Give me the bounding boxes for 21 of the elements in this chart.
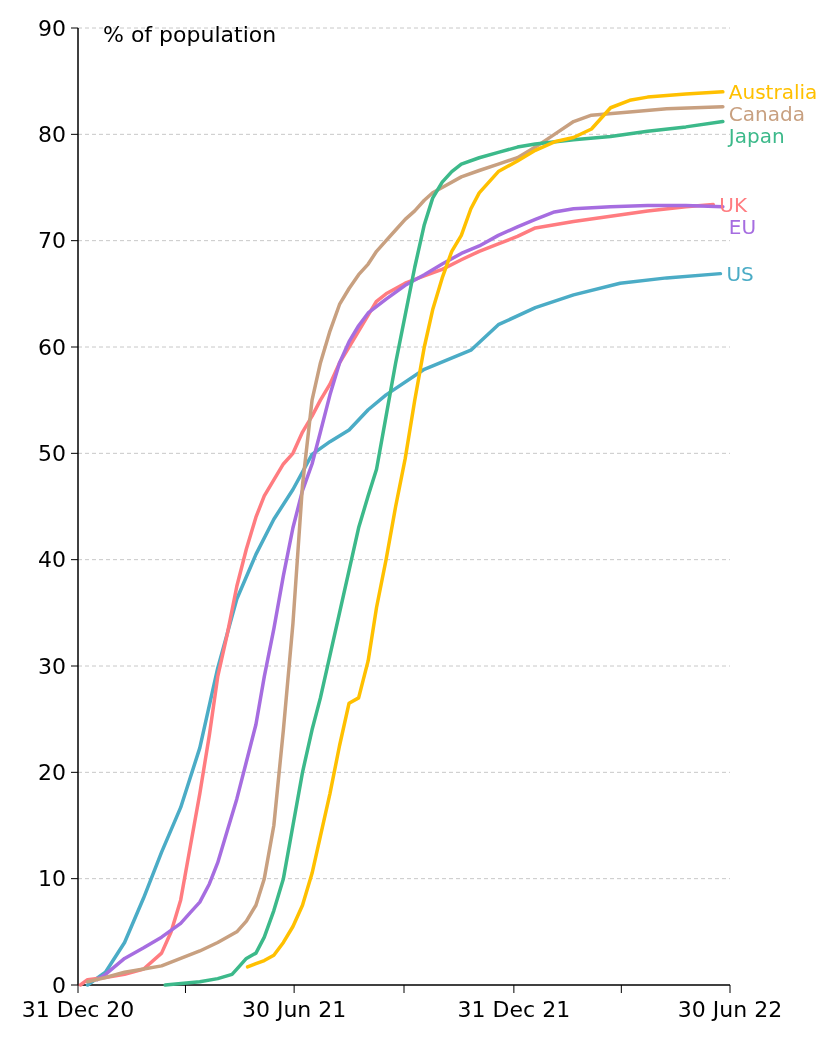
y-tick-label: 30 bbox=[38, 653, 66, 679]
y-tick-label: 20 bbox=[38, 760, 66, 786]
y-tick-label: 40 bbox=[38, 547, 66, 573]
series-label: UK bbox=[719, 192, 748, 217]
series-label: Canada bbox=[728, 101, 805, 126]
y-tick-label: 80 bbox=[38, 122, 66, 148]
y-axis-title: % of population bbox=[103, 22, 277, 47]
y-tick-label: 0 bbox=[52, 972, 66, 998]
y-tick-label: 70 bbox=[38, 228, 66, 254]
x-tick-label: 31 Dec 21 bbox=[457, 997, 571, 1022]
series-label: US bbox=[726, 261, 754, 286]
series-label: EU bbox=[728, 214, 757, 239]
series-label: Australia bbox=[728, 79, 818, 104]
x-tick-label: 30 Jun 22 bbox=[677, 997, 783, 1022]
series-label: Japan bbox=[726, 123, 785, 148]
y-tick-label: 90 bbox=[38, 15, 66, 41]
y-tick-label: 50 bbox=[38, 441, 66, 467]
y-tick-label: 60 bbox=[38, 334, 66, 360]
y-tick-label: 10 bbox=[38, 866, 66, 892]
x-tick-label: 31 Dec 20 bbox=[21, 997, 135, 1022]
x-tick-label: 30 Jun 21 bbox=[241, 997, 347, 1022]
